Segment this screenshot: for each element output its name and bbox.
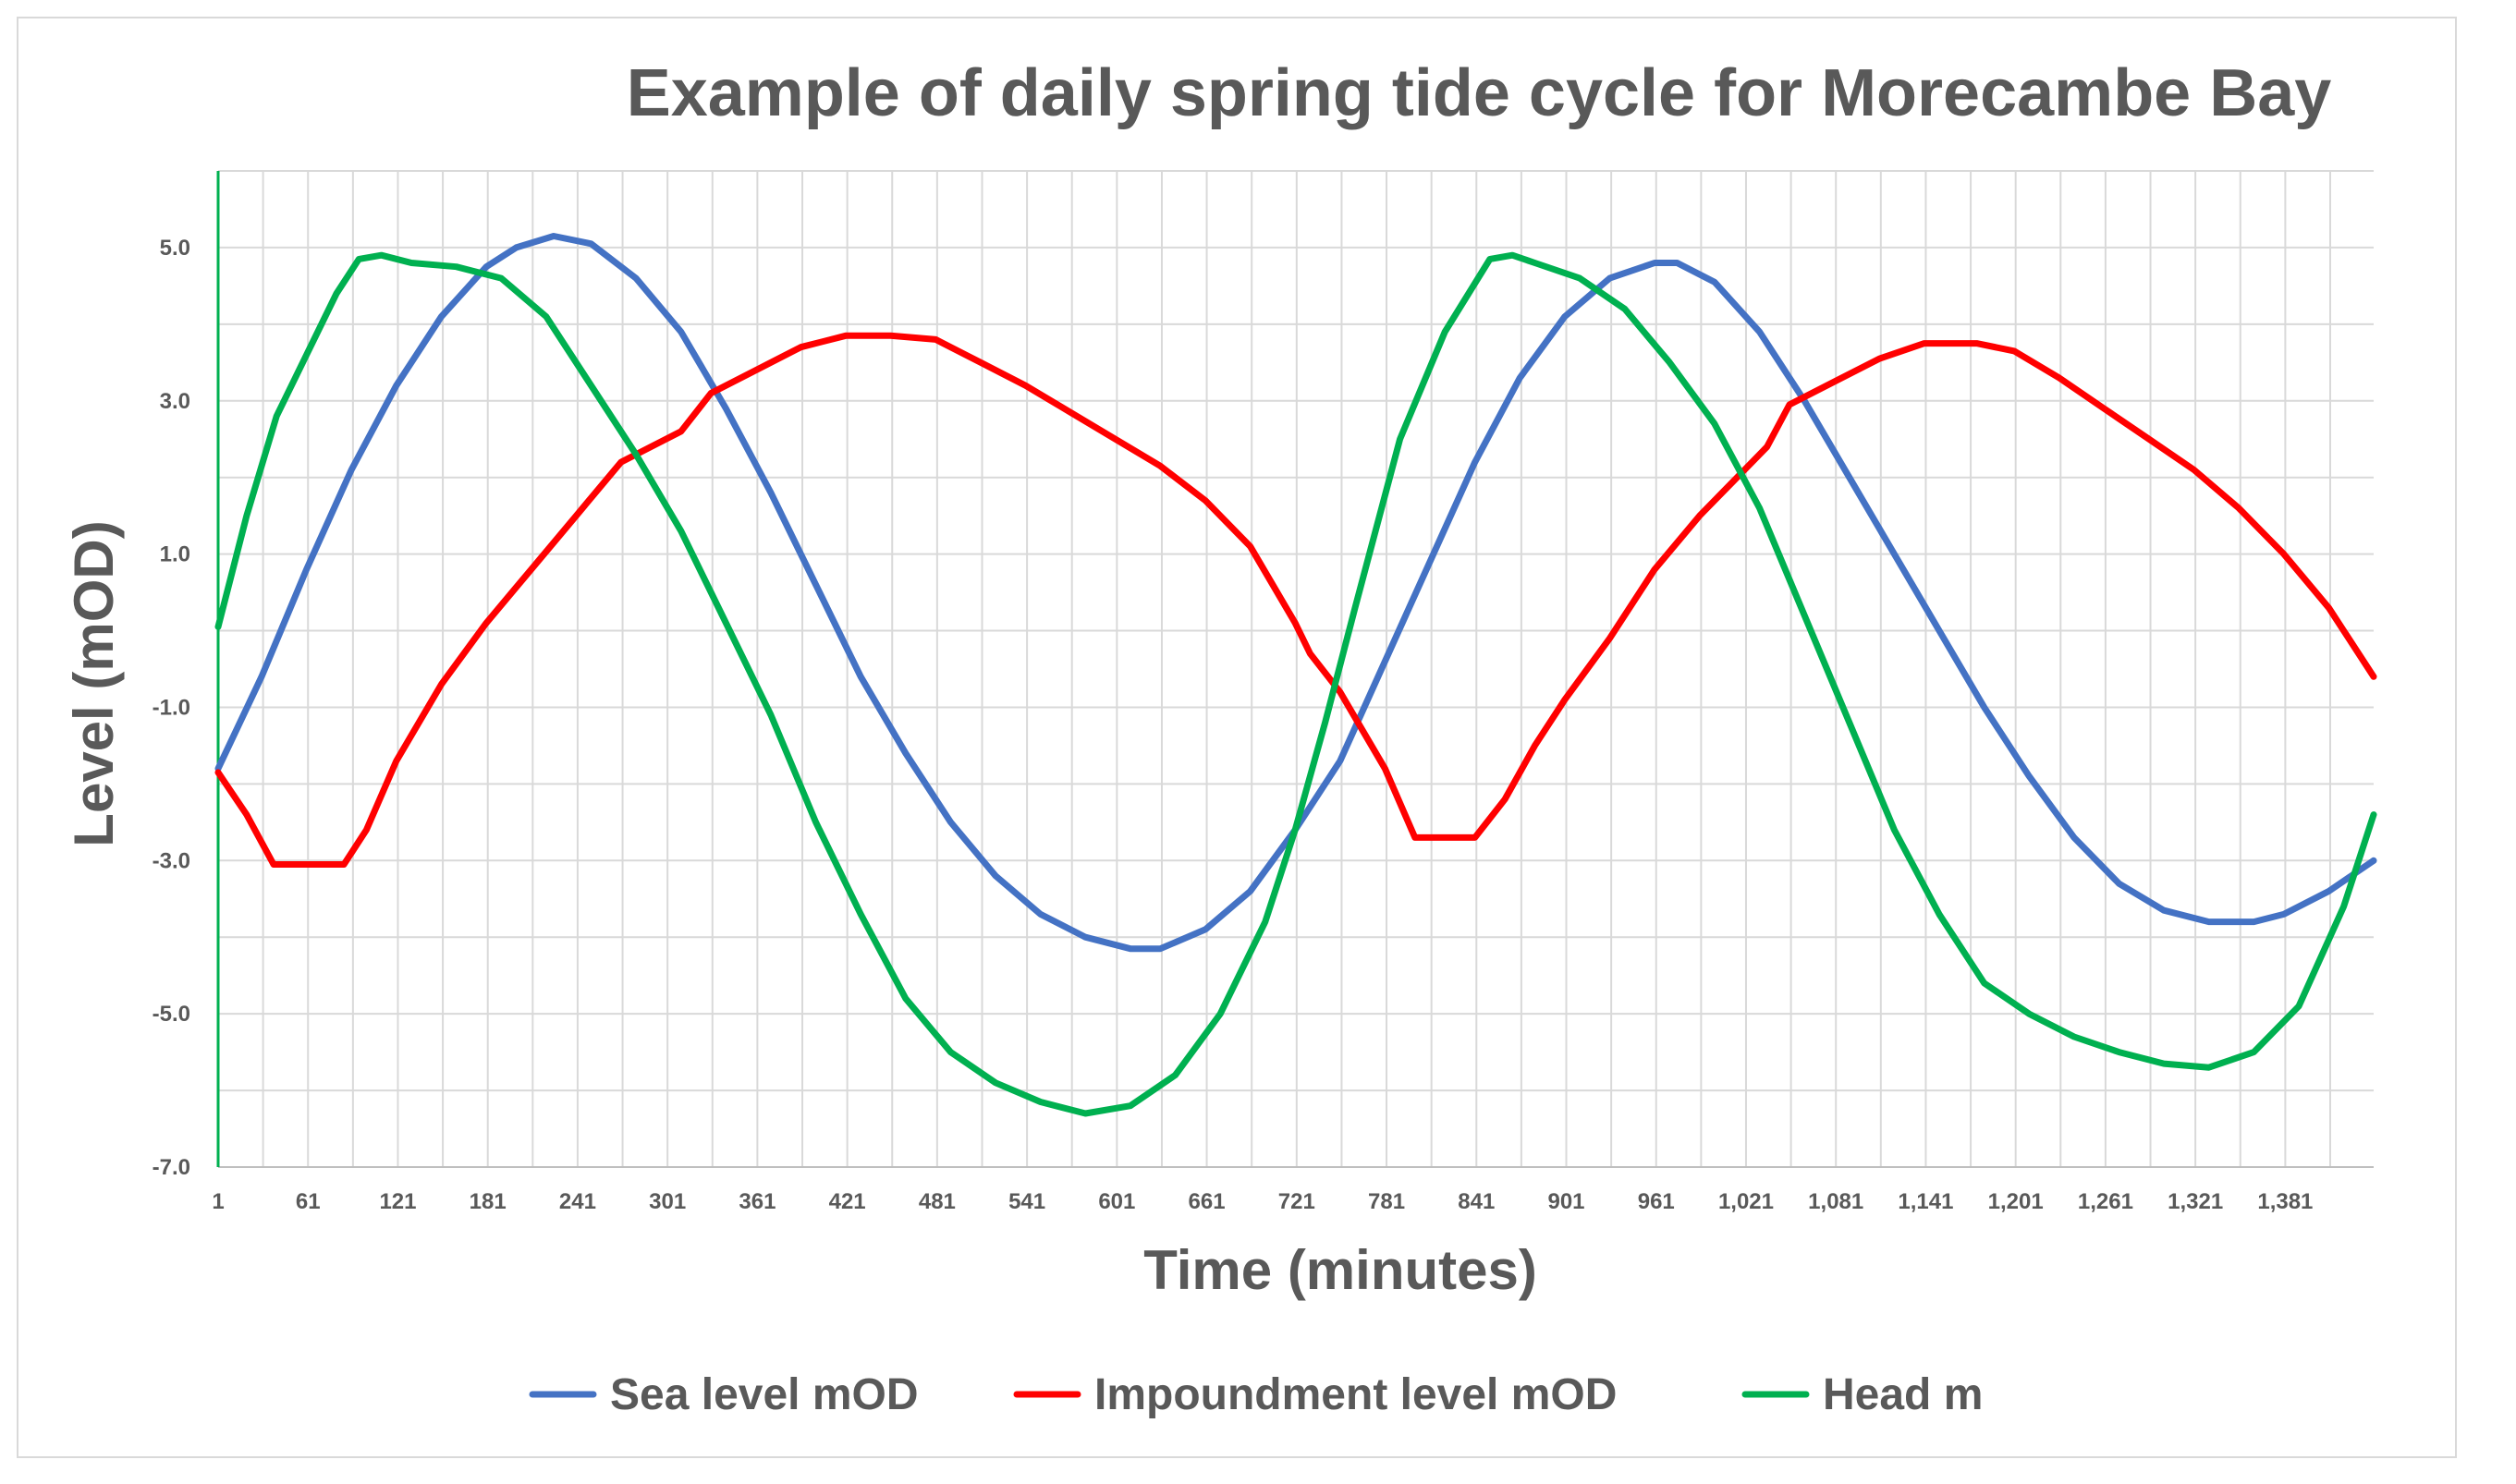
x-tick-label: 961: [1638, 1189, 1675, 1214]
data-series: [214, 233, 2377, 1117]
y-tick-label: -7.0: [153, 1155, 190, 1180]
series-line-1: [214, 332, 2377, 868]
x-tick-label: 121: [379, 1189, 416, 1214]
y-tick-label: 3.0: [160, 389, 190, 414]
axes: [216, 171, 2374, 1168]
chart-frame: Example of daily spring tide cycle for M…: [17, 17, 2457, 1458]
x-tick-label: 481: [919, 1189, 956, 1214]
x-tick-label: 1,081: [1808, 1189, 1863, 1214]
x-tick-label: 1: [212, 1189, 224, 1214]
y-tick-label: -3.0: [153, 848, 190, 873]
legend-label: Impoundment level mOD: [1094, 1370, 1617, 1419]
x-tick-label: 241: [559, 1189, 596, 1214]
x-tick-label: 901: [1547, 1189, 1584, 1214]
x-tick-label: 541: [1008, 1189, 1045, 1214]
x-tick-label: 781: [1368, 1189, 1405, 1214]
x-tick-label: 61: [296, 1189, 321, 1214]
y-tick-labels: 5.0 3.0 1.0 -1.0 -3.0 -5.0 -7.0: [153, 236, 190, 1180]
x-tick-label: 1,141: [1898, 1189, 1953, 1214]
legend: Sea level mOD Impoundment level mOD Head m: [529, 1370, 1983, 1419]
x-tick-label: 1,321: [2168, 1189, 2223, 1214]
y-tick-label: -5.0: [153, 1002, 190, 1027]
x-tick-label: 181: [470, 1189, 507, 1214]
x-tick-label: 1,021: [1718, 1189, 1774, 1214]
x-tick-label: 421: [829, 1189, 866, 1214]
line-chart: Example of daily spring tide cycle for M…: [63, 56, 2377, 1419]
x-tick-label: 1,261: [2078, 1189, 2133, 1214]
legend-label: Head m: [1823, 1370, 1983, 1419]
x-axis-title: Time (minutes): [1143, 1239, 1537, 1301]
y-axis-title: Level (mOD): [63, 520, 125, 846]
x-tick-label: 661: [1189, 1189, 1226, 1214]
series-line-2: [214, 251, 2377, 1117]
x-tick-label: 1,381: [2257, 1189, 2313, 1214]
y-tick-label: 5.0: [160, 236, 190, 261]
x-tick-label: 1,201: [1988, 1189, 2044, 1214]
x-tick-label: 601: [1098, 1189, 1135, 1214]
legend-label: Sea level mOD: [610, 1370, 919, 1419]
x-tick-label: 301: [649, 1189, 686, 1214]
grid-lines: [217, 170, 2374, 1168]
y-tick-label: -1.0: [153, 695, 190, 720]
chart-title: Example of daily spring tide cycle for M…: [627, 56, 2332, 130]
x-tick-label: 721: [1278, 1189, 1315, 1214]
x-tick-label: 841: [1458, 1189, 1495, 1214]
x-tick-label: 361: [739, 1189, 776, 1214]
x-tick-labels: 1 61 121 181 241 301 361 421 481 541 601 661 721 781 8…: [212, 1189, 2313, 1214]
y-tick-label: 1.0: [160, 542, 190, 567]
